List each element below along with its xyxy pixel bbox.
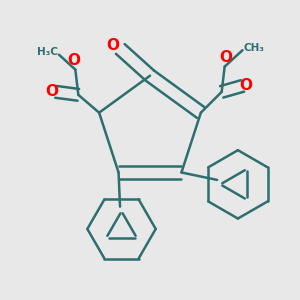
Text: O: O <box>46 84 59 99</box>
Text: O: O <box>240 78 253 93</box>
Text: CH₃: CH₃ <box>244 43 265 53</box>
Text: H₃C: H₃C <box>37 47 58 57</box>
Text: O: O <box>106 38 119 53</box>
Text: O: O <box>68 53 80 68</box>
Text: O: O <box>220 50 232 65</box>
